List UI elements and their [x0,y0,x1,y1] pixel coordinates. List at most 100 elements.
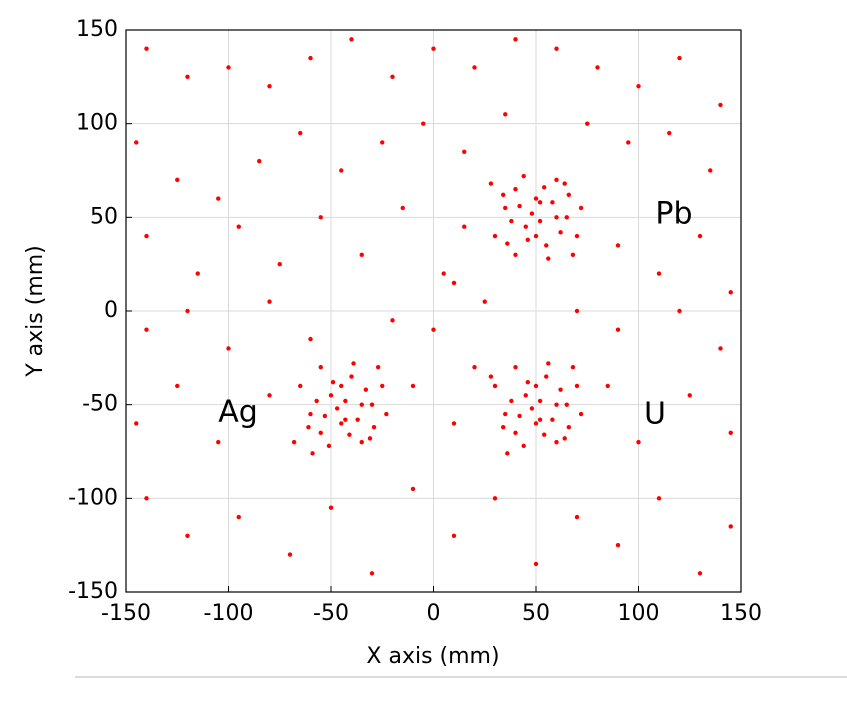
point [144,496,149,501]
point [513,187,518,192]
point [291,439,297,445]
point [410,383,416,389]
point [574,383,580,389]
point [144,46,149,51]
point [521,443,526,449]
point [349,37,354,42]
point [546,256,551,261]
annotation: Pb [655,197,692,232]
point [513,365,518,370]
y-tick-label: -50 [82,392,118,417]
point [349,374,354,379]
point [677,55,682,61]
point [564,402,569,407]
point [544,374,549,379]
point [369,402,375,407]
point [542,432,547,437]
point [708,168,713,173]
point [257,158,262,164]
x-tick-label: 0 [427,601,441,626]
point [134,140,139,145]
point [330,379,336,385]
point [431,46,436,51]
point [318,215,323,220]
point [562,181,567,186]
point [537,417,543,422]
point [554,215,559,220]
point [505,451,510,456]
point [544,243,549,248]
point [595,65,600,70]
point [359,402,364,407]
x-tick-label: -50 [313,601,349,626]
point [550,417,555,422]
annotation: Ag [218,395,258,430]
point [574,514,580,520]
point [525,379,530,385]
point [482,299,487,304]
point [175,177,180,183]
point [537,398,543,404]
point [517,203,522,209]
point [626,140,631,145]
point [441,271,446,276]
point [529,211,535,216]
point [542,185,547,190]
point [523,393,528,398]
point [236,514,241,520]
point [523,224,528,229]
point [697,233,703,239]
point [505,241,510,246]
annotation: U [644,397,666,432]
point [226,65,231,70]
point [570,365,576,370]
point [322,413,328,419]
point [185,74,190,80]
point [375,365,381,370]
point [472,65,477,70]
point [687,393,692,398]
point [339,421,344,426]
point [513,252,518,257]
point [533,233,539,239]
point [421,121,426,126]
point [339,168,344,173]
point [492,233,498,239]
point [667,130,672,136]
point [144,233,149,239]
point [501,424,506,430]
x-axis-label: X axis (mm) [366,644,499,669]
point [503,205,508,211]
point [492,496,498,501]
point [562,436,567,441]
point [636,439,641,445]
point [318,365,323,370]
point [533,421,539,426]
point [390,318,395,323]
point [267,84,272,89]
point [537,200,543,205]
point [656,496,662,501]
point [306,424,311,430]
point [371,424,377,430]
point [472,365,477,370]
point [410,486,416,492]
point [503,411,508,417]
point [533,196,539,201]
y-tick-label: -150 [68,579,118,604]
point [554,402,559,407]
point [533,383,539,389]
point [574,233,580,239]
point [298,383,303,389]
point [578,205,584,211]
point [564,215,569,220]
point [267,299,272,304]
point [574,308,580,314]
point [318,430,323,435]
point [615,327,621,332]
y-tick-label: -100 [68,485,118,510]
point [521,173,526,179]
point [615,542,621,548]
point [267,393,272,398]
